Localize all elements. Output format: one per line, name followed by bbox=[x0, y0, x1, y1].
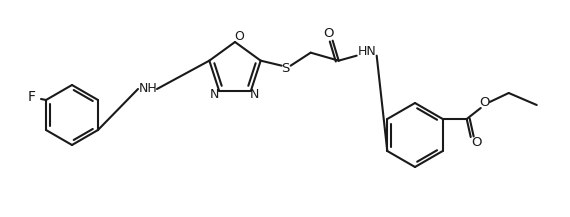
Text: F: F bbox=[28, 90, 36, 104]
Text: N: N bbox=[209, 88, 219, 101]
Text: O: O bbox=[323, 27, 334, 40]
Text: N: N bbox=[250, 88, 259, 101]
Text: NH: NH bbox=[139, 82, 157, 94]
Text: HN: HN bbox=[357, 45, 376, 58]
Text: O: O bbox=[234, 31, 244, 43]
Text: O: O bbox=[479, 97, 490, 110]
Text: S: S bbox=[282, 62, 290, 75]
Text: O: O bbox=[471, 135, 482, 148]
